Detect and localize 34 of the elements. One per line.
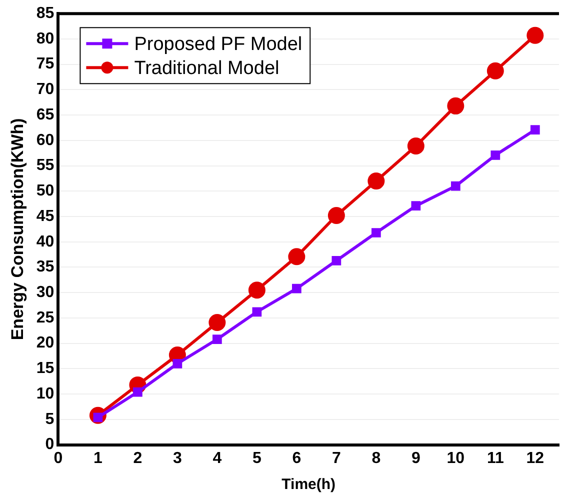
y-tick-label: 35 (36, 258, 54, 276)
x-tick-label: 6 (292, 450, 302, 467)
y-tick-label: 10 (36, 385, 54, 402)
x-axis-title: Time(h) (282, 476, 336, 494)
y-tick-label: 0 (45, 436, 54, 454)
y-tick-label: 85 (36, 5, 54, 22)
y-tick-label: 50 (36, 182, 54, 200)
y-tick-label: 60 (36, 132, 54, 149)
x-tick-label: 5 (252, 450, 262, 467)
y-tick-label: 30 (36, 284, 54, 302)
legend-label: Traditional Model (134, 58, 280, 79)
x-tick-label: 1 (93, 450, 102, 467)
x-tick-label: 3 (172, 450, 182, 467)
y-tick-label: 25 (36, 309, 54, 326)
y-axis-title: Energy Consumption(KWh) (8, 118, 27, 340)
y-tick-label: 15 (36, 360, 54, 378)
legend-label: Proposed PF Model (134, 34, 302, 55)
x-tick-label: 10 (446, 450, 465, 467)
x-tick-label: 8 (372, 450, 381, 467)
x-tick-label: 4 (212, 450, 222, 467)
x-tick-label: 2 (133, 450, 142, 467)
x-tick-label: 7 (332, 450, 341, 467)
y-tick-label: 40 (36, 233, 54, 250)
y-tick-label: 80 (36, 30, 54, 48)
y-tick-label: 70 (36, 81, 54, 98)
y-tick-label: 75 (36, 56, 54, 73)
x-tick-label: 12 (526, 450, 544, 467)
y-tick-label: 20 (36, 334, 54, 352)
x-tick-label: 11 (486, 450, 504, 467)
y-tick-label: 45 (36, 208, 54, 225)
x-tick-label: 9 (411, 450, 420, 467)
y-tick-label: 55 (36, 157, 54, 174)
y-tick-label: 65 (36, 106, 54, 124)
y-tick-label: 5 (45, 410, 54, 428)
